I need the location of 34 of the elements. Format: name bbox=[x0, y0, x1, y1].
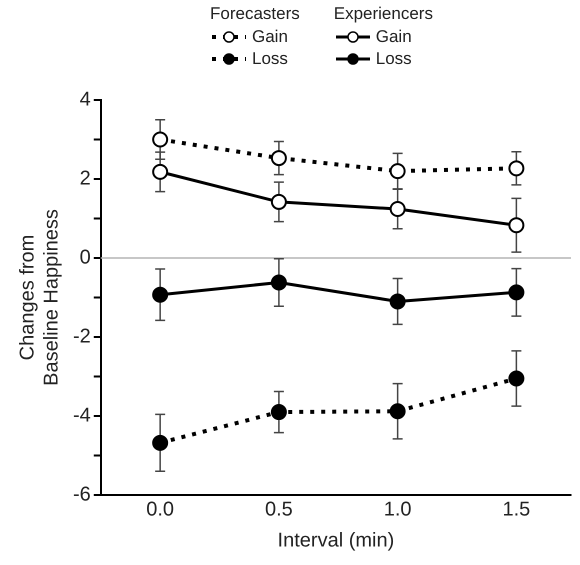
legend-label: Gain bbox=[376, 27, 412, 47]
y-tick-label: -6 bbox=[72, 484, 91, 506]
point bbox=[270, 194, 287, 210]
x-axis-title: Interval (min) bbox=[278, 530, 394, 552]
y-tick-label: 2 bbox=[80, 168, 91, 190]
text: Forecasters bbox=[210, 4, 300, 24]
legend-label: Loss bbox=[252, 49, 288, 69]
point bbox=[508, 160, 524, 176]
point bbox=[508, 284, 524, 300]
point bbox=[152, 434, 168, 451]
x-tick-label: 0.0 bbox=[146, 498, 174, 521]
point bbox=[508, 370, 524, 386]
point bbox=[270, 274, 287, 290]
legend-label: Gain bbox=[252, 27, 288, 47]
text: Experiencers bbox=[334, 4, 433, 24]
point bbox=[152, 286, 168, 303]
point bbox=[152, 164, 168, 180]
y-axis-title: Changes from Baseline Happiness bbox=[16, 209, 63, 386]
point bbox=[390, 201, 406, 218]
y-tick-label: 4 bbox=[80, 88, 91, 111]
legend-label: Loss bbox=[376, 49, 412, 69]
y-tick-label: 0 bbox=[80, 246, 91, 269]
point bbox=[390, 163, 406, 180]
x-tick-label: 1.5 bbox=[502, 498, 530, 521]
y-tick-label: -4 bbox=[72, 404, 91, 427]
point bbox=[270, 404, 287, 420]
point bbox=[390, 293, 406, 310]
point bbox=[390, 403, 406, 420]
point bbox=[152, 132, 168, 148]
point bbox=[508, 217, 524, 234]
x-tick-label: 0.5 bbox=[264, 498, 293, 521]
x-tick-label: 1.0 bbox=[384, 498, 412, 521]
y-tick-label: -2 bbox=[72, 326, 91, 348]
point bbox=[270, 150, 287, 166]
